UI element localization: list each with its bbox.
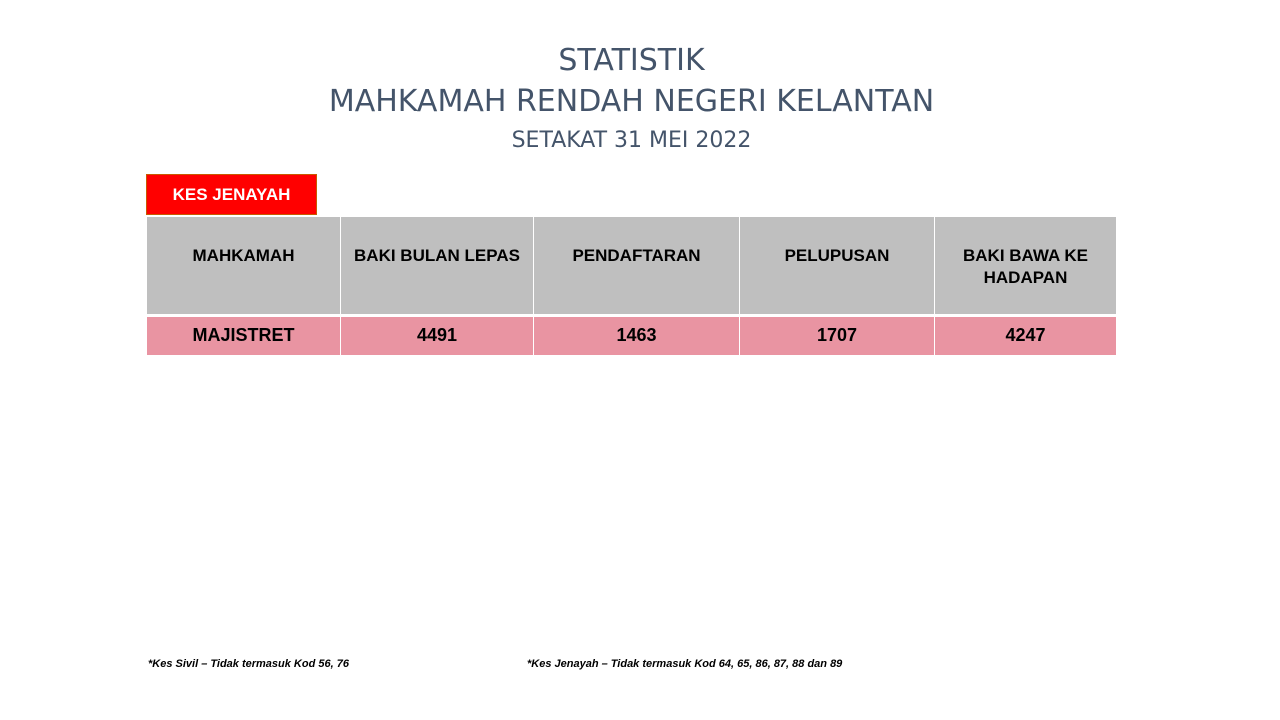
page-title: STATISTIK <box>558 43 705 78</box>
table-header-row: MAHKAMAH BAKI BULAN LEPAS PENDAFTARAN PE… <box>146 217 1117 317</box>
footnote-criminal: *Kes Jenayah – Tidak termasuk Kod 64, 65… <box>527 658 843 670</box>
statistics-table: MAHKAMAH BAKI BULAN LEPAS PENDAFTARAN PE… <box>146 217 1117 355</box>
column-header-baki-bawa-ke-hadapan: BAKI BAWA KE HADAPAN <box>934 217 1117 317</box>
column-header-pendaftaran: PENDAFTARAN <box>533 217 740 317</box>
page-title-block: STATISTIK MAHKAMAH RENDAH NEGERI KELANTA… <box>0 40 1263 158</box>
cell-baki-bawa-ke-hadapan: 4247 <box>934 315 1117 355</box>
footnote-civil: *Kes Sivil – Tidak termasuk Kod 56, 76 <box>148 658 349 670</box>
page-date: SETAKAT 31 MEI 2022 <box>511 128 752 153</box>
column-header-pelupusan: PELUPUSAN <box>739 217 935 317</box>
column-header-baki-bulan-lepas: BAKI BULAN LEPAS <box>340 217 534 317</box>
cell-baki-bulan-lepas: 4491 <box>340 315 534 355</box>
cell-pendaftaran: 1463 <box>533 315 740 355</box>
table-row: MAJISTRET 4491 1463 1707 4247 <box>146 315 1117 355</box>
cell-pelupusan: 1707 <box>739 315 935 355</box>
page-subtitle: MAHKAMAH RENDAH NEGERI KELANTAN <box>328 84 935 119</box>
cell-mahkamah: MAJISTRET <box>146 315 341 355</box>
column-header-mahkamah: MAHKAMAH <box>146 217 341 317</box>
category-tag: KES JENAYAH <box>146 174 317 215</box>
